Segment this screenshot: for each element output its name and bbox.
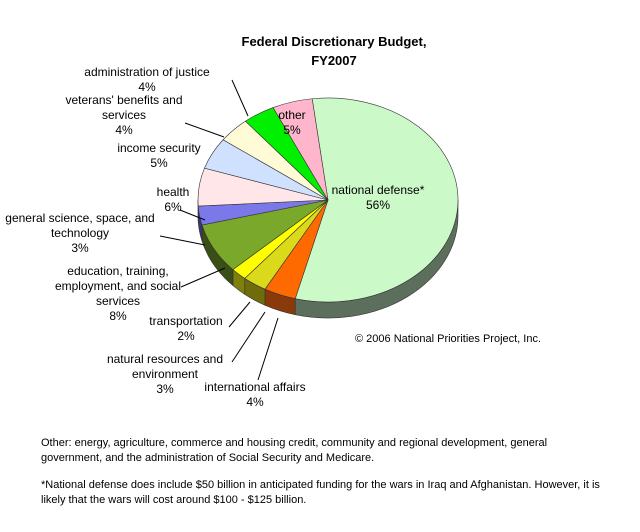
label-line-intl: international affairs: [204, 380, 305, 394]
label-other: other 5%: [278, 108, 305, 137]
leader-line-veterans: [184, 122, 225, 138]
leader-line-justice: [231, 79, 249, 117]
leader-line-intl: [257, 317, 279, 381]
label-line-income: 5%: [150, 156, 168, 170]
slice-other: [272, 98, 329, 201]
label-science: general science, space, and technology 3%: [5, 211, 154, 255]
label-line-education: 8%: [109, 309, 127, 323]
label-line-science: technology: [51, 226, 109, 240]
label-line-natres: 3%: [156, 382, 174, 396]
pie-chart: Federal Discretionary Budget, FY2007 nati…: [5, 34, 541, 409]
slice-labels: national defense* 56% international affair…: [5, 65, 424, 409]
chart-title: Federal Discretionary Budget, FY2007: [242, 34, 427, 68]
label-veterans: veterans' benefits and services 4%: [65, 93, 182, 137]
label-line-veterans: 4%: [115, 123, 133, 137]
label-natres: natural resources and environment 3%: [107, 352, 223, 396]
label-line-other: 5%: [283, 123, 301, 137]
label-justice: administration of justice 4%: [84, 65, 210, 94]
footnote-other: Other: energy, agriculture, commerce and…: [41, 437, 548, 464]
footnote-defense: *National defense does include $50 billi…: [41, 479, 600, 506]
label-line-natres: natural resources and: [107, 352, 223, 366]
label-line-education: education, training,: [67, 264, 168, 278]
label-line-defense: national defense*: [332, 183, 425, 197]
label-line-education: services: [96, 294, 140, 308]
label-line-justice: administration of justice: [84, 65, 210, 79]
label-line-veterans: services: [102, 108, 146, 122]
label-line-income: income security: [117, 141, 200, 155]
leader-line-science: [159, 235, 206, 246]
pie-depth: [197, 199, 459, 319]
leader-lines: [159, 79, 279, 381]
pie-slices: [197, 97, 459, 303]
copyright-text: © 2006 National Priorities Project, Inc.: [355, 333, 541, 345]
label-education: education, training, employment, and soci…: [55, 264, 181, 323]
label-line-veterans: veterans' benefits and: [65, 93, 182, 107]
label-line-other: other: [278, 108, 305, 122]
label-defense: national defense* 56%: [332, 183, 425, 212]
label-line-intl: 4%: [246, 395, 264, 409]
leader-line-education: [180, 267, 226, 288]
label-intl: international affairs 4%: [204, 380, 305, 409]
label-line-transport: 2%: [177, 329, 195, 343]
chart-title-line: Federal Discretionary Budget,: [242, 34, 427, 49]
label-health: health 6%: [157, 185, 190, 214]
label-transport: transportation 2%: [149, 314, 222, 343]
leader-line-natres: [231, 311, 266, 363]
chart-title-line: FY2007: [311, 53, 357, 68]
label-line-defense: 56%: [366, 198, 390, 212]
label-line-health: health: [157, 185, 190, 199]
label-line-health: 6%: [164, 200, 182, 214]
label-line-justice: 4%: [138, 80, 156, 94]
leader-line-health: [179, 209, 206, 221]
leader-line-transport: [228, 301, 251, 328]
label-line-science: 3%: [71, 241, 89, 255]
label-line-science: general science, space, and: [5, 211, 154, 225]
label-line-transport: transportation: [149, 314, 222, 328]
label-income: income security 5%: [117, 141, 200, 170]
slice-defense: [294, 97, 459, 303]
label-line-natres: environment: [132, 367, 199, 381]
label-line-education: employment, and social: [55, 279, 181, 293]
